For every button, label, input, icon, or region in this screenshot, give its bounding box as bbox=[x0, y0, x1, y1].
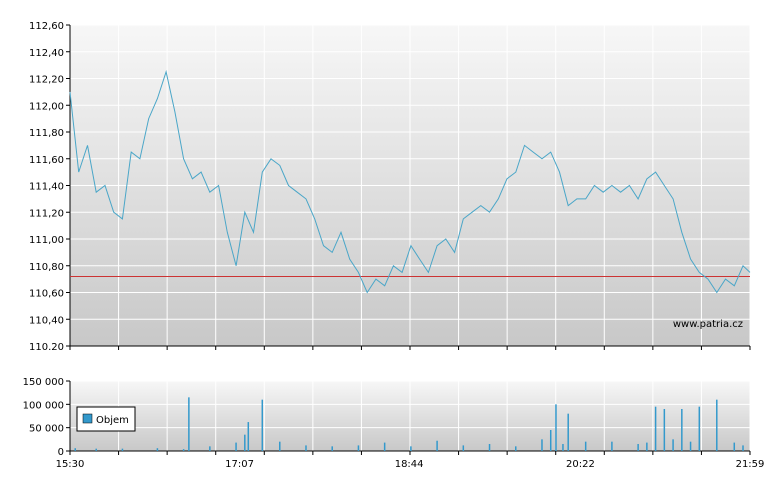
price-y-tick-label: 111,20 bbox=[29, 208, 64, 219]
volume-bar bbox=[611, 441, 613, 451]
volume-bar bbox=[182, 449, 185, 451]
volume-bar bbox=[188, 397, 190, 451]
volume-bar bbox=[121, 448, 124, 451]
volume-bar bbox=[549, 430, 552, 451]
legend-label: Objem bbox=[96, 415, 129, 426]
price-y-axis: 112,60 112,40 112,20 112,00 111,80 111,60 111,… bbox=[29, 21, 750, 353]
volume-bar bbox=[698, 406, 701, 451]
volume-bar bbox=[515, 446, 517, 451]
volume-bar bbox=[462, 445, 465, 451]
volume-bars bbox=[74, 397, 744, 451]
volume-bar bbox=[672, 439, 674, 451]
volume-bar bbox=[562, 444, 564, 451]
volume-bar bbox=[654, 406, 657, 451]
price-y-tick-label: 112,40 bbox=[29, 48, 64, 59]
volume-bar bbox=[716, 399, 718, 451]
price-y-tick-label: 110,80 bbox=[29, 262, 64, 273]
price-y-tick-label: 111,80 bbox=[29, 128, 64, 139]
x-tick-label: 17:07 bbox=[225, 459, 254, 470]
volume-bar bbox=[156, 448, 159, 451]
volume-bar bbox=[331, 446, 333, 451]
volume-bar bbox=[555, 404, 557, 451]
volume-bar bbox=[567, 413, 569, 451]
volume-bar bbox=[74, 448, 76, 451]
x-tick-label: 15:30 bbox=[56, 459, 85, 470]
watermark: www.patria.cz bbox=[673, 319, 743, 330]
x-tick-label: 20:22 bbox=[566, 459, 595, 470]
volume-bar bbox=[95, 448, 97, 451]
price-y-tick-label: 112,20 bbox=[29, 75, 64, 86]
volume-bar bbox=[247, 422, 250, 451]
volume-bar bbox=[305, 445, 307, 451]
volume-bar bbox=[689, 441, 692, 451]
price-y-tick-label: 111,40 bbox=[29, 182, 64, 193]
volume-bar bbox=[584, 441, 587, 451]
volume-bar bbox=[244, 434, 246, 451]
volume-bar bbox=[235, 442, 237, 451]
volume-y-tick-label: 0 bbox=[58, 447, 64, 458]
volume-bar bbox=[357, 445, 360, 451]
volume-bar bbox=[742, 445, 744, 451]
legend-swatch-icon bbox=[82, 413, 93, 424]
price-y-tick-label: 112,60 bbox=[29, 21, 64, 32]
x-tick-label: 18:44 bbox=[395, 459, 424, 470]
price-grid bbox=[69, 24, 751, 350]
volume-y-tick-label: 100 000 bbox=[23, 400, 64, 411]
volume-bar bbox=[733, 442, 736, 451]
price-y-tick-label: 110,60 bbox=[29, 289, 64, 300]
volume-y-tick-label: 150 000 bbox=[23, 377, 64, 388]
volume-bar bbox=[383, 442, 386, 451]
price-y-tick-label: 112,00 bbox=[29, 101, 64, 112]
volume-bar bbox=[279, 441, 281, 451]
price-y-tick-label: 111,60 bbox=[29, 155, 64, 166]
volume-bar bbox=[410, 446, 412, 451]
price-y-tick-label: 110.20 bbox=[29, 342, 64, 353]
volume-bar bbox=[436, 440, 438, 451]
volume-bar bbox=[209, 446, 211, 451]
legend: Objem bbox=[76, 406, 136, 432]
x-axis: 15:30 17:07 18:44 20:22 21:59 bbox=[56, 459, 765, 470]
volume-bar bbox=[488, 444, 491, 451]
price-y-tick-label: 111,00 bbox=[29, 235, 64, 246]
volume-y-tick-label: 50 000 bbox=[29, 424, 64, 435]
volume-bar bbox=[646, 442, 648, 451]
price-y-tick-label: 110,40 bbox=[29, 315, 64, 326]
x-tick-label: 21:59 bbox=[736, 459, 765, 470]
price-series-line bbox=[69, 69, 751, 294]
volume-bar bbox=[541, 439, 543, 451]
volume-bar bbox=[663, 409, 666, 451]
volume-bar bbox=[681, 409, 683, 451]
volume-bar bbox=[637, 444, 639, 451]
volume-bar bbox=[261, 399, 264, 451]
